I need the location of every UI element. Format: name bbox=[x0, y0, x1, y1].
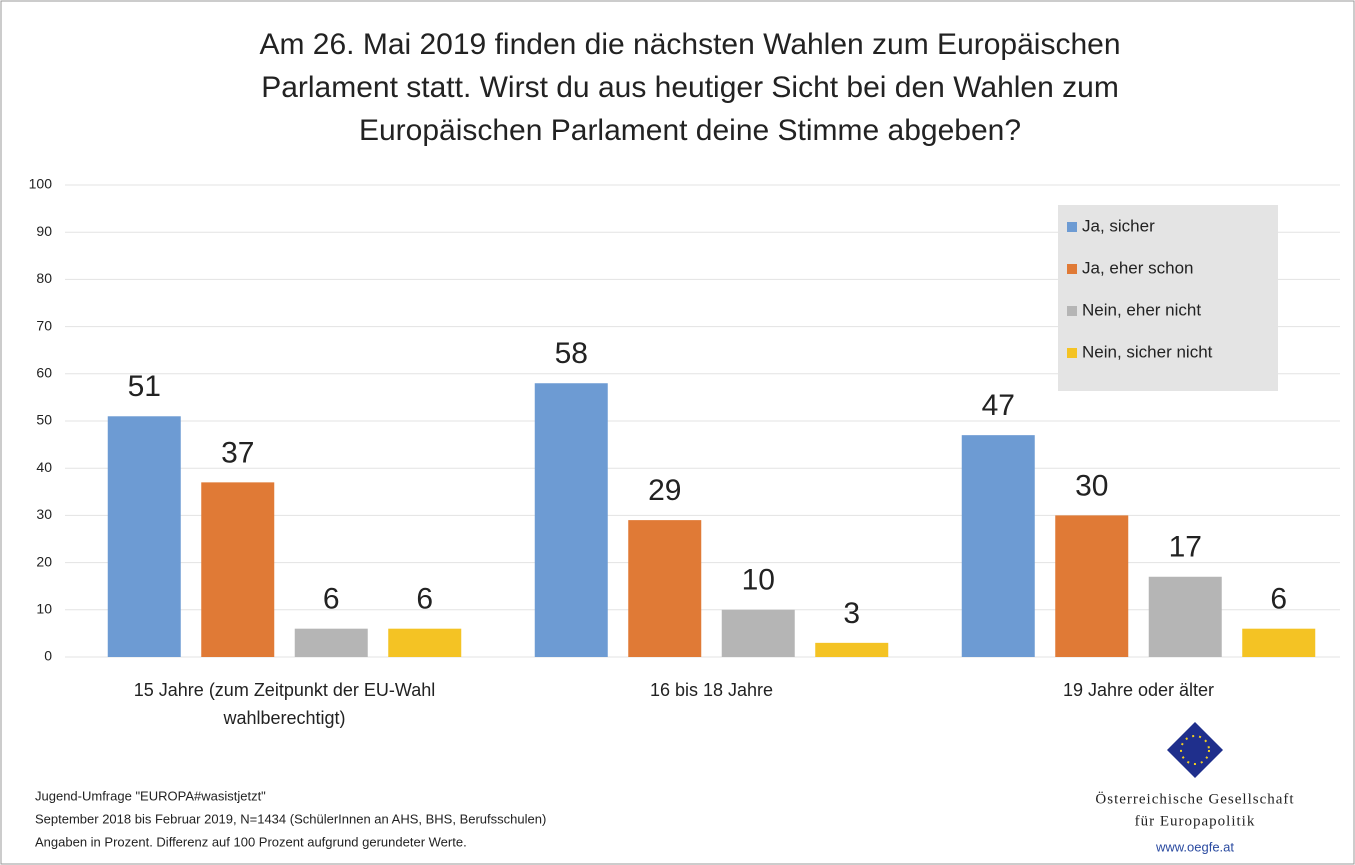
legend-swatch bbox=[1067, 306, 1077, 316]
logo: Österreichische Gesellschaft für Europap… bbox=[1095, 722, 1294, 854]
y-tick-label: 90 bbox=[36, 223, 52, 239]
bar bbox=[534, 383, 608, 657]
chart-title: Parlament statt. Wirst du aus heutiger S… bbox=[261, 71, 1119, 104]
bar bbox=[107, 416, 181, 657]
data-label: 6 bbox=[1270, 583, 1287, 616]
data-label: 58 bbox=[555, 337, 588, 370]
note: September 2018 bis Februar 2019, N=1434 … bbox=[35, 811, 546, 826]
bar bbox=[1148, 576, 1222, 657]
data-label: 3 bbox=[843, 597, 860, 630]
legend-label: Nein, eher nicht bbox=[1082, 300, 1201, 319]
data-label: 6 bbox=[416, 583, 433, 616]
data-label: 6 bbox=[323, 583, 340, 616]
y-tick-label: 40 bbox=[36, 459, 52, 475]
y-tick-label: 80 bbox=[36, 270, 52, 286]
data-label: 30 bbox=[1075, 469, 1108, 502]
legend: Ja, sicher Ja, eher schon Nein, eher nicht… bbox=[1058, 205, 1278, 391]
y-tick-label: 10 bbox=[36, 601, 52, 617]
bar bbox=[961, 435, 1035, 657]
legend-swatch bbox=[1067, 348, 1077, 358]
y-tick-label: 100 bbox=[29, 176, 53, 192]
chart-title: Am 26. Mai 2019 finden die nächsten Wahl… bbox=[259, 28, 1120, 61]
note: Angaben in Prozent. Differenz auf 100 Pr… bbox=[35, 834, 467, 849]
y-tick-label: 30 bbox=[36, 506, 52, 522]
legend-swatch bbox=[1067, 222, 1077, 232]
legend-swatch bbox=[1067, 264, 1077, 274]
logo-text: für Europapolitik bbox=[1135, 813, 1256, 829]
logo-stars bbox=[1180, 735, 1210, 765]
logo-diamond bbox=[1167, 722, 1223, 778]
y-tick-label: 50 bbox=[36, 412, 52, 428]
legend-label: Nein, sicher nicht bbox=[1082, 342, 1213, 361]
x-tick-label: 16 bis 18 Jahre bbox=[649, 680, 774, 700]
x-tick-label: 15 Jahre (zum Zeitpunkt der EU-Wahl wahl… bbox=[133, 680, 436, 728]
logo-url: www.oegfe.at bbox=[1155, 839, 1234, 854]
x-tick-label: 19 Jahre oder älter bbox=[1062, 680, 1215, 700]
data-label: 51 bbox=[128, 370, 161, 403]
bar bbox=[1055, 515, 1129, 657]
logo-text: Österreichische Gesellschaft bbox=[1095, 790, 1294, 807]
data-label: 17 bbox=[1169, 531, 1202, 564]
bar bbox=[294, 628, 368, 657]
y-tick-label: 0 bbox=[44, 648, 52, 664]
legend-label: Ja, sicher bbox=[1082, 216, 1155, 235]
legend-box bbox=[1058, 205, 1278, 391]
data-label: 37 bbox=[221, 436, 254, 469]
bar bbox=[388, 628, 462, 657]
note: Jugend-Umfrage "EUROPA#wasistjetzt" bbox=[35, 788, 266, 803]
y-tick-label: 20 bbox=[36, 553, 52, 569]
bar bbox=[1242, 628, 1316, 657]
data-label: 47 bbox=[982, 389, 1015, 422]
bar bbox=[721, 609, 795, 657]
data-label: 29 bbox=[648, 474, 681, 507]
data-label: 10 bbox=[742, 564, 775, 597]
bar bbox=[628, 520, 702, 657]
y-tick-label: 70 bbox=[36, 317, 52, 333]
chart-title: Europäischen Parlament deine Stimme abge… bbox=[359, 114, 1021, 147]
legend-label: Ja, eher schon bbox=[1082, 258, 1194, 277]
bar bbox=[201, 482, 275, 657]
bar bbox=[815, 642, 889, 657]
y-tick-label: 60 bbox=[36, 365, 52, 381]
